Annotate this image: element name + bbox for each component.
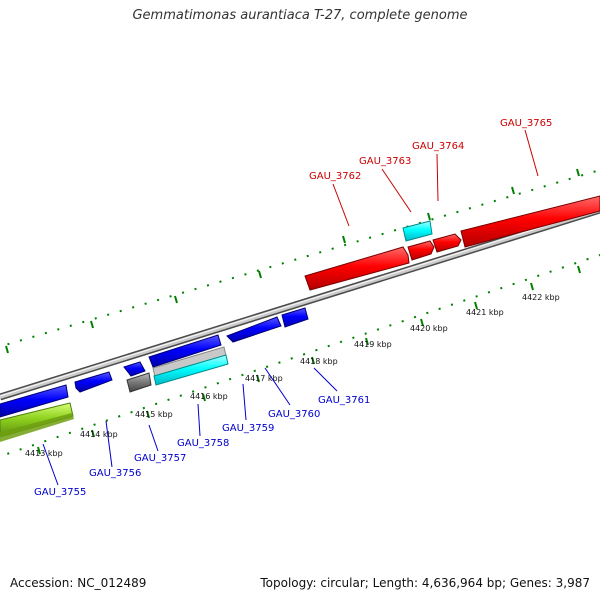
leader-gau-3755 (42, 443, 59, 486)
reverse-gene-gau-3757[interactable] (123, 361, 146, 377)
rna-gene-upper[interactable] (402, 220, 433, 242)
major-tick (91, 429, 95, 438)
major-tick (474, 301, 478, 310)
leader-gau-3765 (524, 129, 539, 177)
gene-label-gau-3763[interactable]: GAU_3763 (359, 156, 411, 167)
leader-gau-3763 (381, 168, 412, 213)
leader-gau-3764 (436, 153, 439, 202)
forward-genes (304, 195, 600, 291)
gene-label-gau-3759[interactable]: GAU_3759 (222, 423, 274, 434)
leader-gau-3761 (313, 367, 338, 392)
forward-gene-gau-3763[interactable] (407, 240, 435, 261)
tick-label-4417: 4417 kbp (245, 374, 283, 383)
tick-label-4415: 4415 kbp (135, 410, 173, 419)
tick-label-4421: 4421 kbp (466, 308, 504, 317)
tick-labels: 4413 kbp 4414 kbp 4415 kbp 4416 kbp 4417… (25, 293, 560, 458)
other-feature[interactable] (126, 372, 152, 393)
accession-text: Accession: NC_012489 (10, 576, 147, 590)
leader-gau-3759 (242, 383, 247, 421)
forward-label-leaders (332, 129, 539, 227)
major-tick (37, 446, 41, 455)
reverse-gene-gau-3756[interactable] (74, 371, 113, 393)
reverse-genes (0, 307, 309, 418)
upper-dotted-scale (0, 169, 600, 348)
reverse-label-leaders (42, 367, 338, 486)
gene-label-gau-3756[interactable]: GAU_3756 (89, 468, 141, 479)
gene-label-gau-3761[interactable]: GAU_3761 (318, 395, 370, 406)
major-tick (258, 270, 262, 279)
tick-label-4422: 4422 kbp (522, 293, 560, 302)
gene-label-gau-3755[interactable]: GAU_3755 (34, 487, 86, 498)
leader-gau-3762 (332, 183, 350, 227)
major-tick (311, 356, 315, 365)
tick-label-4418: 4418 kbp (300, 357, 338, 366)
upper-major-ticks (5, 168, 580, 354)
leader-gau-3760 (264, 367, 291, 406)
forward-gene-gau-3762[interactable] (304, 246, 410, 291)
main-backbone (0, 206, 600, 401)
gene-label-gau-3764[interactable]: GAU_3764 (412, 141, 464, 152)
major-tick (90, 320, 94, 329)
major-tick (427, 212, 431, 221)
forward-gene-labels: GAU_3762 GAU_3763 GAU_3764 GAU_3765 (309, 118, 552, 182)
major-tick (577, 265, 581, 274)
gene-label-gau-3758[interactable]: GAU_3758 (177, 438, 229, 449)
tick-label-4416: 4416 kbp (190, 392, 228, 401)
forward-gene-gau-3764[interactable] (432, 233, 462, 253)
tick-label-4414: 4414 kbp (80, 430, 118, 439)
major-tick (202, 393, 206, 402)
genome-summary-text: Topology: circular; Length: 4,636,964 bp… (260, 576, 590, 590)
major-tick (420, 318, 424, 327)
major-tick (5, 345, 9, 354)
tick-label-4420: 4420 kbp (410, 324, 448, 333)
reverse-gene-gau-3759[interactable] (226, 316, 282, 343)
reverse-gene-gau-3758[interactable] (148, 334, 222, 368)
gene-label-gau-3762[interactable]: GAU_3762 (309, 171, 361, 182)
tick-label-4419: 4419 kbp (354, 340, 392, 349)
page-title: Gemmatimonas aurantiaca T-27, complete g… (132, 8, 468, 23)
major-tick (530, 282, 534, 291)
major-tick (511, 186, 515, 195)
leader-gau-3756 (105, 420, 113, 468)
gene-label-gau-3757[interactable]: GAU_3757 (134, 453, 186, 464)
lower-major-ticks (37, 265, 581, 455)
major-tick (256, 374, 260, 383)
major-tick (174, 295, 178, 304)
rna-gene-cyan-band[interactable] (153, 354, 229, 386)
reverse-gene-gau-3755[interactable] (0, 384, 69, 418)
gene-label-gau-3765[interactable]: GAU_3765 (500, 118, 552, 129)
forward-gene-gau-3765[interactable] (460, 195, 600, 248)
special-features (0, 220, 433, 442)
gene-label-gau-3760[interactable]: GAU_3760 (268, 409, 320, 420)
dotted-ticks (0, 169, 600, 458)
tick-label-4413: 4413 kbp (25, 449, 63, 458)
leader-gau-3757 (148, 424, 159, 452)
major-tick (342, 235, 346, 244)
major-tick (365, 337, 369, 346)
major-tick (576, 168, 580, 177)
reverse-gene-labels: GAU_3755 GAU_3756 GAU_3757 GAU_3758 GAU_… (34, 395, 370, 498)
highlighted-gene-shadow (0, 413, 74, 442)
leader-gau-3758 (197, 403, 201, 437)
reverse-gene-gau-3760[interactable] (281, 307, 309, 328)
major-tick (146, 410, 150, 419)
